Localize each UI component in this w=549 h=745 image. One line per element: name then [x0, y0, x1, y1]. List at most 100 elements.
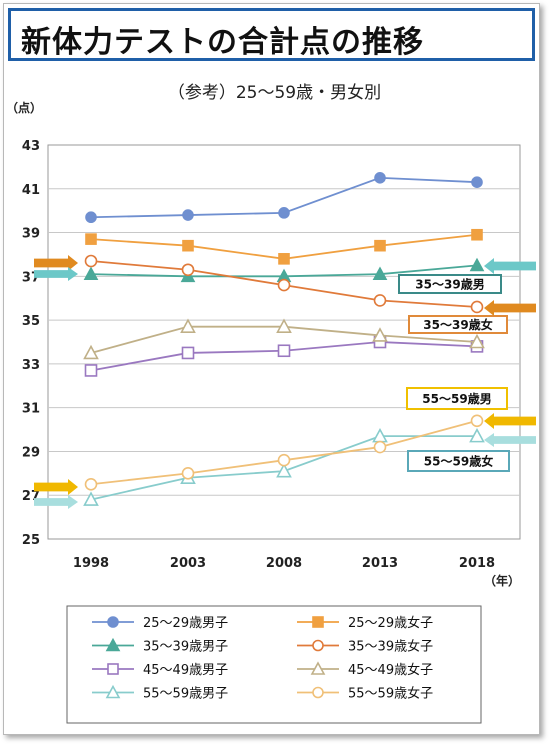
data-point: [107, 663, 119, 675]
data-point: [373, 440, 387, 454]
series-1: [85, 172, 483, 224]
data-point: [180, 318, 196, 333]
data-point: [84, 254, 98, 268]
data-point: [276, 318, 292, 333]
data-point: [470, 414, 484, 428]
data-point: [312, 616, 324, 628]
y-tick-label: 33: [22, 358, 40, 373]
callout-box: [398, 274, 502, 294]
callout-text: 35〜39歳女: [423, 317, 492, 332]
x-tick-label: 2013: [362, 556, 398, 571]
x-tick-label: 2003: [170, 556, 206, 571]
plot-area: [47, 144, 521, 540]
data-point: [374, 172, 386, 184]
data-point: [310, 661, 326, 675]
chart-subtitle: （参考）25〜59歳・男女別: [167, 83, 382, 103]
data-point: [277, 453, 291, 467]
data-point: [182, 209, 194, 221]
data-point: [84, 477, 98, 491]
data-point: [105, 637, 121, 652]
data-point: [471, 176, 483, 189]
series-lines: [83, 172, 485, 506]
callout-box: [406, 387, 508, 410]
data-point: [83, 344, 99, 360]
callout-label: 35〜39歳女: [408, 315, 508, 334]
data-point: [85, 233, 97, 245]
legend-label: 45〜49歳女子: [348, 662, 433, 678]
data-point: [469, 333, 485, 349]
data-point: [276, 462, 292, 478]
data-point: [85, 211, 97, 224]
data-point: [182, 239, 194, 252]
callouts: 35〜39歳男 35〜39歳女 55〜59歳男 55〜59歳女: [398, 274, 510, 472]
callout-label: 55〜59歳男: [406, 387, 508, 410]
data-point: [83, 266, 99, 280]
data-point: [105, 684, 121, 699]
y-tick-label: 41: [22, 183, 40, 198]
data-point: [372, 266, 388, 280]
title-banner: 新体力テストの合計点の推移: [8, 8, 535, 61]
callout-text: 55〜59歳男: [422, 391, 491, 406]
series-3: [83, 257, 485, 283]
legend-item: 25〜29歳男子: [92, 616, 228, 631]
data-point: [277, 278, 291, 292]
y-tick-label: 35: [22, 314, 40, 329]
legend-label: 55〜59歳男子: [143, 687, 228, 702]
data-point: [84, 364, 98, 377]
data-point: [469, 257, 485, 272]
page-title: 新体力テストの合計点の推移: [21, 25, 424, 60]
legend-item: 55〜59歳男子: [92, 684, 228, 702]
legend-box: [66, 605, 482, 724]
legend-label: 25〜29歳女子: [348, 615, 433, 631]
data-point: [312, 639, 324, 652]
arrow-icon: [34, 495, 78, 509]
series-8: [84, 414, 484, 491]
y-tick-label: 25: [22, 533, 40, 548]
data-point: [373, 294, 387, 307]
y-tick-label: 43: [22, 139, 40, 154]
y-tick-label: 39: [22, 227, 40, 242]
callout-label: 55〜59歳女: [407, 450, 510, 472]
legend-label: 35〜39歳女子: [348, 639, 433, 655]
callout-label: 35〜39歳男: [398, 274, 502, 294]
arrow-icon: [484, 433, 536, 447]
x-tick-label: 2008: [266, 556, 302, 571]
legend-item: 45〜49歳女子: [297, 661, 433, 678]
y-unit-label: （点）: [6, 100, 42, 115]
legend: 25〜29歳男子 25〜29歳女子 35〜39歳男子 35〜39歳女子 45〜49歳男子…: [66, 605, 482, 724]
y-tick-label: 29: [22, 445, 40, 460]
data-point: [278, 253, 290, 265]
x-tick-label: 1998: [73, 556, 109, 571]
data-point: [181, 263, 195, 277]
x-unit-label: （年）: [484, 573, 520, 588]
legend-item: 35〜39歳男子: [92, 637, 228, 655]
series-2: [85, 228, 483, 265]
legend-label: 45〜49歳男子: [143, 663, 228, 678]
data-point: [312, 686, 324, 699]
data-point: [469, 427, 485, 443]
callout-text: 35〜39歳男: [415, 277, 484, 292]
arrow-icon: [484, 300, 536, 316]
arrows: [34, 255, 536, 509]
arrow-icon: [484, 258, 536, 274]
data-point: [277, 344, 291, 358]
legend-item: 35〜39歳女子: [297, 639, 433, 655]
data-point: [181, 467, 195, 480]
data-point: [181, 346, 195, 360]
data-point: [470, 300, 484, 314]
arrow-icon: [34, 479, 78, 495]
arrow-icon: [34, 255, 78, 271]
data-point: [374, 239, 386, 252]
legend-item: 55〜59歳女子: [297, 686, 433, 702]
legend-item: 25〜29歳女子: [297, 615, 433, 631]
data-point: [278, 207, 290, 219]
series-4: [84, 254, 484, 314]
data-point: [471, 228, 483, 241]
legend-label: 35〜39歳男子: [143, 640, 228, 655]
x-tick-label: 2018: [459, 556, 495, 571]
callout-box: [407, 450, 510, 472]
data-point: [372, 327, 388, 342]
y-tick-label: 31: [22, 402, 40, 417]
data-point: [83, 491, 99, 506]
